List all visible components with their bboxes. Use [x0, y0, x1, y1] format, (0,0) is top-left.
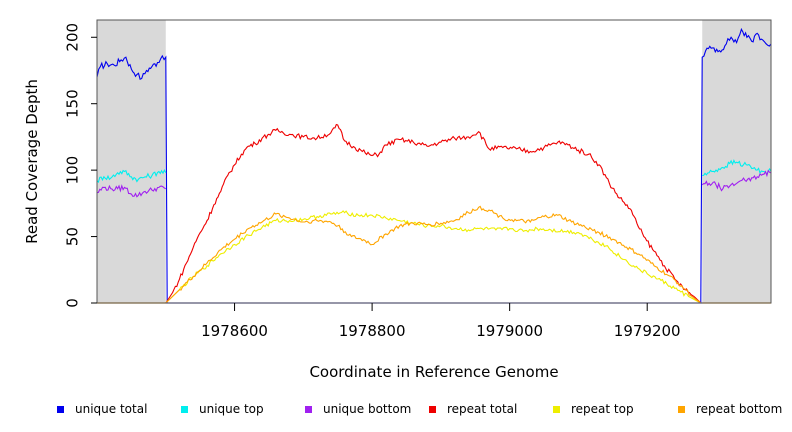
legend-label: unique top — [199, 402, 264, 416]
series-line-unique-top — [96, 168, 167, 183]
x-tick-label: 1979200 — [614, 322, 681, 340]
coverage-chart: 0 50 100 150 200 1978600 1978800 1979000 1979200… — [23, 19, 772, 381]
y-tick-label: 150 — [64, 89, 82, 118]
series-line-unique-bottom — [96, 184, 167, 198]
y-tick-label: 200 — [64, 23, 82, 52]
y-tick-label: 0 — [64, 298, 82, 308]
legend-swatch — [553, 405, 560, 413]
legend-swatch — [57, 405, 64, 413]
shaded-region — [702, 20, 771, 303]
series-line-repeat-total — [165, 123, 702, 304]
series-line-repeat-bottom — [165, 205, 702, 304]
x-tick-label: 1978600 — [201, 322, 268, 340]
chart-legend: unique total unique top unique bottom repea… — [0, 398, 792, 420]
series-line-repeat-top — [165, 210, 702, 304]
x-axis-title: Coordinate in Reference Genome — [309, 363, 558, 381]
x-tick-label: 1979000 — [476, 322, 543, 340]
series-line-unique-bottom — [701, 169, 772, 192]
legend-item-repeat-bottom: repeat bottom — [678, 402, 782, 416]
plot-frame — [96, 19, 772, 304]
legend-swatch — [305, 405, 312, 413]
legend-label: repeat total — [447, 402, 518, 416]
y-tick-label: 100 — [64, 156, 82, 185]
legend-swatch — [429, 405, 436, 413]
legend-swatch — [181, 405, 188, 413]
legend-item-unique-bottom: unique bottom — [305, 402, 411, 416]
legend-label: repeat bottom — [696, 402, 783, 416]
series-line-unique-total — [700, 27, 772, 304]
y-axis-title: Read Coverage Depth — [23, 79, 41, 244]
legend-item-unique-top: unique top — [181, 402, 264, 416]
legend-swatch — [678, 405, 685, 413]
x-tick-label: 1978800 — [339, 322, 406, 340]
series-line-unique-top — [702, 159, 772, 177]
legend-item-unique-total: unique total — [57, 402, 147, 416]
legend-label: repeat top — [571, 402, 634, 416]
legend-item-repeat-top: repeat top — [553, 402, 634, 416]
legend-label: unique total — [75, 402, 148, 416]
shaded-region — [97, 20, 166, 303]
series-line-unique-total — [96, 54, 168, 304]
legend-label: unique bottom — [323, 402, 412, 416]
legend-item-repeat-total: repeat total — [429, 402, 517, 416]
y-tick-label: 50 — [64, 227, 82, 246]
